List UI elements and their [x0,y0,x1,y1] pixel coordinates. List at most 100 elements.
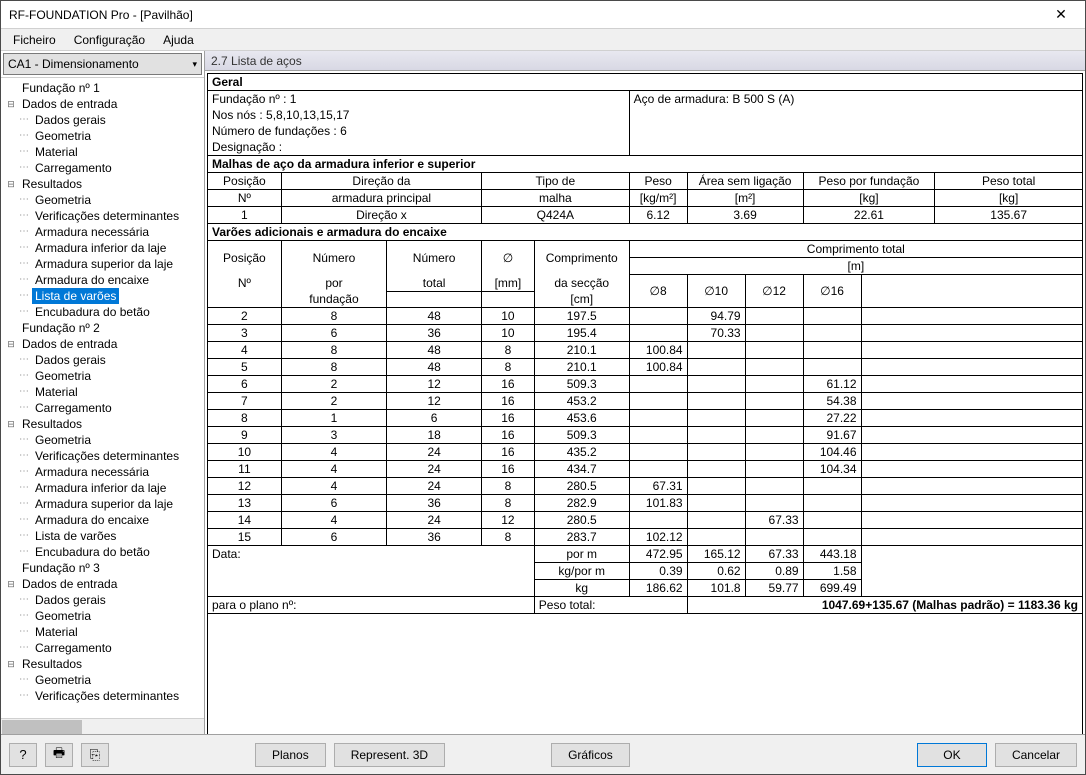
fund-no: Fundação nº : 1 [212,91,625,107]
tree-label: Armadura superior da laje [32,256,176,272]
tree-item[interactable]: ⊟Dados de entrada [1,96,204,112]
close-button[interactable]: ✕ [1045,3,1077,27]
tree-item[interactable]: ⋯Geometria [1,608,204,624]
table-row: 1442412280.567.33 [208,512,1083,529]
tree-item[interactable]: ⋯Material [1,144,204,160]
table-row: 124248280.567.31 [208,478,1083,495]
tree-item[interactable]: ⋯Dados gerais [1,592,204,608]
mesh-dir: Direção x [281,207,481,224]
tree-item[interactable]: ⊟Resultados [1,656,204,672]
tree-item[interactable]: ⋯Armadura superior da laje [1,496,204,512]
tree-dots-icon: ⋯ [19,256,28,272]
tree-item[interactable]: ⋯Lista de varões [1,288,204,304]
tree-expander-icon[interactable]: ⊟ [5,418,17,430]
tree-item[interactable]: ⋯Armadura do encaixe [1,272,204,288]
tree-item[interactable]: ⋯Carregamento [1,160,204,176]
tree-item[interactable]: ⋯Carregamento [1,640,204,656]
col-peso: Peso [629,173,687,190]
tree-label: Dados de entrada [19,336,120,352]
tree-item[interactable]: Fundação nº 2 [1,320,204,336]
tree-label: Armadura inferior da laje [32,240,169,256]
tree-item[interactable]: ⊟Dados de entrada [1,576,204,592]
tree-hscrollbar[interactable] [1,718,204,734]
table-row: 58488210.1100.84 [208,359,1083,376]
tree-item[interactable]: ⋯Geometria [1,432,204,448]
menu-configuracao[interactable]: Configuração [66,31,153,49]
graficos-button[interactable]: Gráficos [551,743,630,767]
tree-item[interactable]: ⋯Encubadura do betão [1,544,204,560]
tree-item[interactable]: ⋯Geometria [1,128,204,144]
tree-label: Geometria [32,128,94,144]
tree-label: Verificações determinantes [32,448,182,464]
tree-item[interactable]: ⊟Resultados [1,416,204,432]
tree-label: Dados de entrada [19,96,120,112]
table-row: 136368282.9101.83 [208,495,1083,512]
tree-item[interactable]: ⋯Verificações determinantes [1,688,204,704]
planos-button[interactable]: Planos [255,743,326,767]
menu-ajuda[interactable]: Ajuda [155,31,202,49]
tree-item[interactable]: ⋯Armadura do encaixe [1,512,204,528]
tree-item[interactable]: ⋯Armadura inferior da laje [1,240,204,256]
mesh-peso: 6.12 [629,207,687,224]
tree-item[interactable]: ⋯Verificações determinantes [1,448,204,464]
tree-item[interactable]: ⋯Dados gerais [1,352,204,368]
table-row: 48488210.1100.84 [208,342,1083,359]
table-row: 931816509.391.67 [208,427,1083,444]
tree-item[interactable]: ⋯Armadura necessária [1,224,204,240]
tree-expander-icon[interactable]: ⊟ [5,338,17,350]
table-row: 363610195.470.33 [208,325,1083,342]
print-button[interactable]: 🖶 [45,743,73,767]
tree-dots-icon: ⋯ [19,432,28,448]
tree-label: Resultados [19,176,85,192]
tree-expander-icon[interactable]: ⊟ [5,178,17,190]
nav-tree[interactable]: Fundação nº 1⊟Dados de entrada⋯Dados ger… [1,77,204,718]
tree-item[interactable]: Fundação nº 3 [1,560,204,576]
export-button[interactable]: ⎘ [81,743,109,767]
tree-item[interactable]: ⊟Dados de entrada [1,336,204,352]
case-combo[interactable]: CA1 - Dimensionamento ▾ [3,53,202,75]
left-panel: CA1 - Dimensionamento ▾ Fundação nº 1⊟Da… [1,51,205,734]
tree-item[interactable]: ⋯Geometria [1,672,204,688]
col-pesof: Peso por fundação [803,173,935,190]
tree-item[interactable]: ⋯Material [1,384,204,400]
tree-item[interactable]: ⋯Geometria [1,368,204,384]
scrollbar-thumb[interactable] [2,720,82,734]
tree-expander-icon[interactable]: ⊟ [5,578,17,590]
table-row: 156368283.7102.12 [208,529,1083,546]
menu-ficheiro[interactable]: Ficheiro [5,31,64,49]
col-area: Área sem ligação [687,173,803,190]
tree-dots-icon: ⋯ [19,224,28,240]
tree-dots-icon: ⋯ [19,624,28,640]
section-rebar: Varões adicionais e armadura do encaixe [208,224,1083,241]
tree-label: Armadura necessária [32,224,152,240]
tree-dots-icon: ⋯ [19,592,28,608]
tree-dots-icon: ⋯ [19,528,28,544]
tree-item[interactable]: ⋯Dados gerais [1,112,204,128]
tree-label: Geometria [32,368,94,384]
tree-expander-icon[interactable]: ⊟ [5,98,17,110]
help-button[interactable]: ? [9,743,37,767]
tree-item[interactable]: Fundação nº 1 [1,80,204,96]
tree-expander-icon[interactable]: ⊟ [5,658,17,670]
cancelar-button[interactable]: Cancelar [995,743,1077,767]
table-row: 284810197.594.79 [208,308,1083,325]
tree-label: Geometria [32,672,94,688]
tree-item[interactable]: ⋯Armadura inferior da laje [1,480,204,496]
tree-item[interactable]: ⋯Verificações determinantes [1,208,204,224]
tree-label: Fundação nº 1 [19,80,103,96]
tree-item[interactable]: ⋯Material [1,624,204,640]
tree-item[interactable]: ⋯Encubadura do betão [1,304,204,320]
tree-item[interactable]: ⋯Geometria [1,192,204,208]
tree-item[interactable]: ⋯Armadura necessária [1,464,204,480]
represent-3d-button[interactable]: Represent. 3D [334,743,445,767]
tree-label: Dados de entrada [19,576,120,592]
num-fund: Número de fundações : 6 [212,123,625,139]
tree-item[interactable]: ⋯Armadura superior da laje [1,256,204,272]
tree-item[interactable]: ⋯Lista de varões [1,528,204,544]
ok-button[interactable]: OK [917,743,987,767]
peso-total: 1047.69+135.67 (Malhas padrão) = 1183.36… [687,597,1082,614]
tree-item[interactable]: ⋯Carregamento [1,400,204,416]
tree-item[interactable]: ⊟Resultados [1,176,204,192]
tree-label: Armadura do encaixe [32,512,152,528]
tree-dots-icon: ⋯ [19,384,28,400]
